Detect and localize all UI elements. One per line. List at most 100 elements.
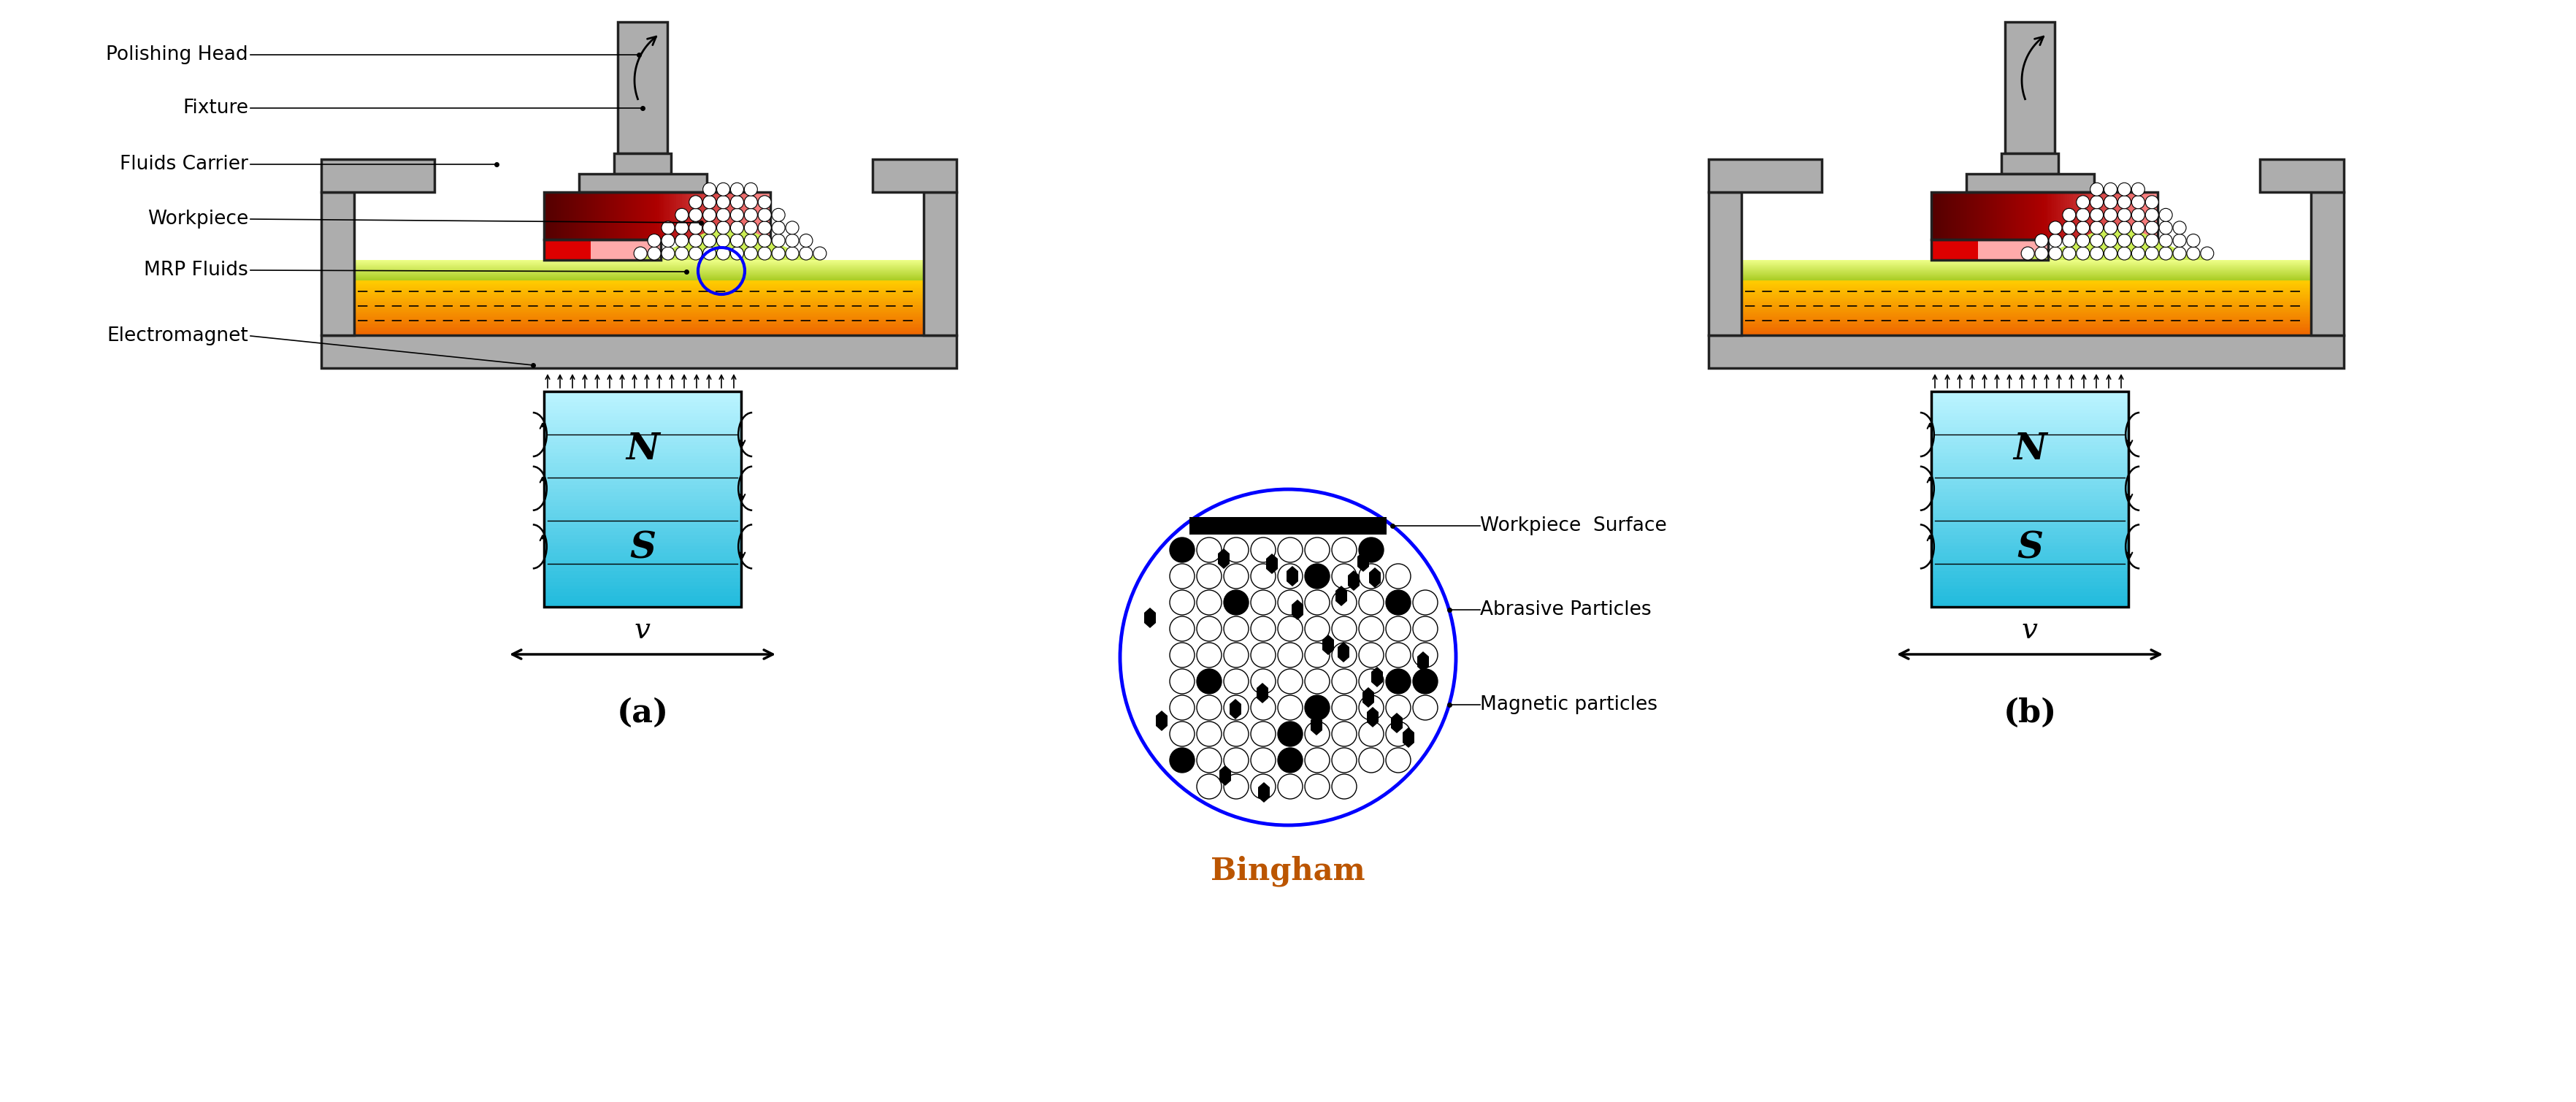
Bar <box>1932 463 2128 467</box>
Bar <box>1741 296 2311 299</box>
Circle shape <box>1278 722 1303 746</box>
Bar <box>641 192 644 239</box>
Bar <box>1932 439 2128 442</box>
Bar <box>1989 192 1991 239</box>
Polygon shape <box>1370 667 1383 688</box>
Text: Fixture: Fixture <box>183 98 247 118</box>
Bar <box>2143 192 2146 239</box>
Circle shape <box>647 247 662 260</box>
Bar <box>719 192 721 239</box>
Circle shape <box>2146 195 2159 208</box>
Bar <box>353 299 925 301</box>
Circle shape <box>690 222 703 235</box>
Bar <box>639 192 641 239</box>
Bar <box>657 192 659 239</box>
Bar <box>1741 302 2311 303</box>
Circle shape <box>1332 564 1358 588</box>
Circle shape <box>2117 222 2130 235</box>
Bar <box>1741 289 2311 290</box>
Bar <box>737 192 739 239</box>
Bar <box>544 588 742 593</box>
Bar <box>654 192 657 239</box>
Bar <box>353 331 925 333</box>
Bar <box>1741 293 2311 295</box>
Bar <box>544 442 742 446</box>
Bar <box>544 471 742 475</box>
Circle shape <box>2089 234 2105 247</box>
Circle shape <box>2076 195 2089 208</box>
Circle shape <box>1224 695 1249 720</box>
Bar <box>580 192 582 239</box>
Circle shape <box>1358 695 1383 720</box>
Bar <box>1741 290 2311 291</box>
Circle shape <box>1386 695 1412 720</box>
Bar <box>2045 192 2048 239</box>
Bar <box>631 192 634 239</box>
Bar <box>2032 192 2035 239</box>
Bar <box>353 292 925 294</box>
Circle shape <box>757 195 770 208</box>
Circle shape <box>786 222 799 235</box>
Circle shape <box>1121 489 1455 825</box>
Bar <box>747 192 750 239</box>
Bar <box>544 467 742 472</box>
Bar <box>1932 434 2128 439</box>
Bar <box>353 298 925 300</box>
Bar <box>544 596 742 601</box>
Bar <box>613 192 616 239</box>
Circle shape <box>1358 616 1383 641</box>
Bar <box>1741 309 2311 311</box>
Bar <box>747 192 750 239</box>
Bar <box>1741 288 2311 290</box>
Circle shape <box>757 247 770 260</box>
Polygon shape <box>1265 553 1278 574</box>
Circle shape <box>1198 748 1221 773</box>
Bar <box>353 280 925 282</box>
Circle shape <box>1170 616 1195 641</box>
Circle shape <box>2174 222 2187 235</box>
Bar <box>353 296 925 299</box>
Circle shape <box>732 208 744 222</box>
Bar <box>1741 322 2311 323</box>
Bar <box>1741 287 2311 289</box>
Circle shape <box>1278 669 1303 694</box>
Bar <box>2146 192 2148 239</box>
Polygon shape <box>1347 571 1360 591</box>
Circle shape <box>1278 590 1303 615</box>
Bar <box>544 560 742 564</box>
Bar <box>544 585 742 590</box>
Bar <box>353 302 925 303</box>
Bar <box>2025 192 2027 239</box>
Bar <box>1932 477 2128 482</box>
Bar <box>574 192 577 239</box>
Circle shape <box>1386 722 1412 746</box>
Bar <box>752 192 755 239</box>
Bar <box>925 192 956 335</box>
Polygon shape <box>1334 585 1347 606</box>
Bar <box>2123 192 2125 239</box>
Polygon shape <box>1144 607 1157 628</box>
Bar <box>672 192 675 239</box>
Bar <box>654 192 657 239</box>
Bar <box>353 293 925 295</box>
Bar <box>569 192 572 239</box>
Bar <box>2125 192 2128 239</box>
Bar <box>544 517 742 521</box>
Polygon shape <box>1229 699 1242 720</box>
Text: v: v <box>634 617 652 645</box>
Bar <box>353 295 925 296</box>
Bar <box>744 192 747 239</box>
Bar <box>711 192 714 239</box>
Circle shape <box>1170 538 1195 562</box>
Bar <box>353 325 925 327</box>
Circle shape <box>1278 642 1303 668</box>
Bar <box>2105 192 2107 239</box>
Bar <box>2063 192 2066 239</box>
Circle shape <box>1198 538 1221 562</box>
Circle shape <box>2063 234 2076 247</box>
Circle shape <box>2146 222 2159 235</box>
Bar <box>577 192 580 239</box>
Circle shape <box>773 247 786 260</box>
Bar <box>353 312 925 314</box>
Bar <box>611 192 613 239</box>
